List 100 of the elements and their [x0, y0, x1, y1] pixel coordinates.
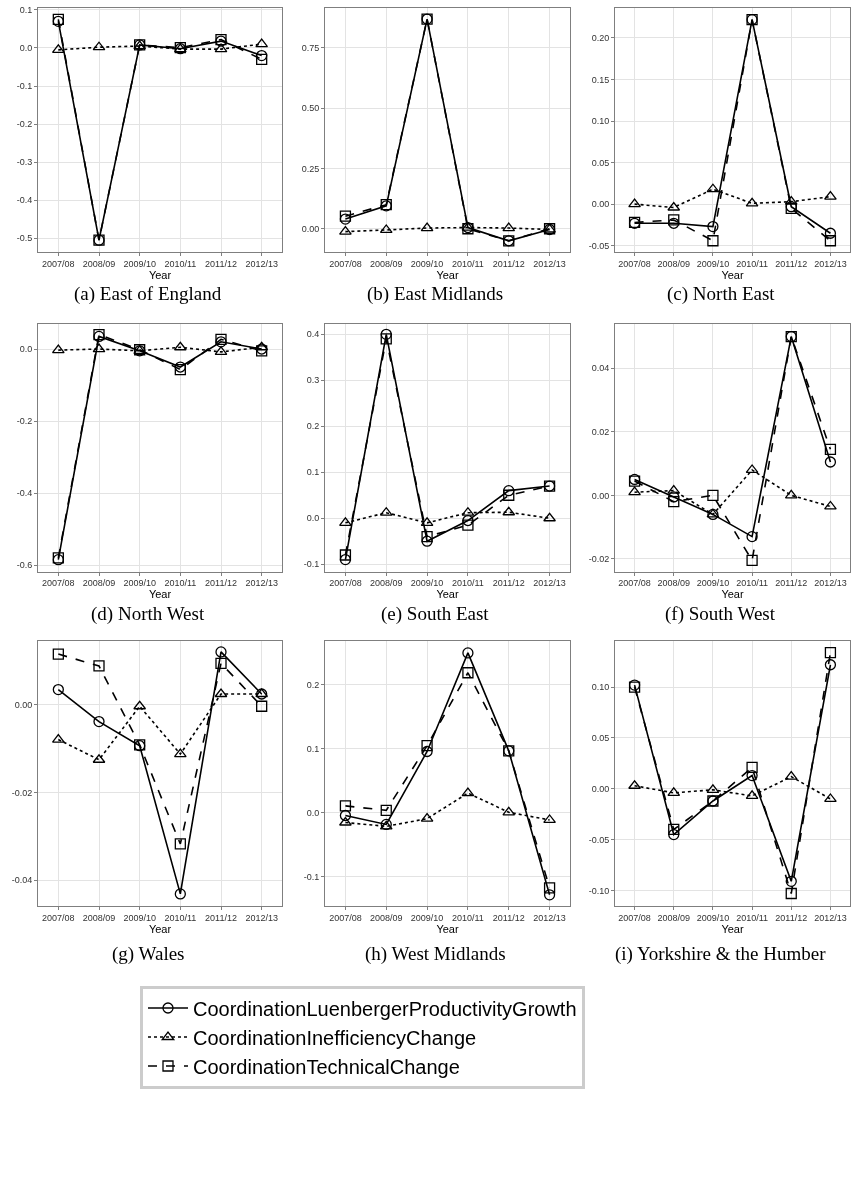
x-axis-title: Year	[721, 922, 744, 935]
x-tick-label: 2007/08	[42, 578, 75, 589]
x-tick-label: 2009/10	[696, 259, 730, 270]
x-tick-label: 2007/08	[618, 578, 651, 589]
y-tick-label: 0.00	[591, 783, 610, 794]
x-tick-label: 2009/10	[123, 912, 156, 923]
y-tick-label: 0.75	[301, 43, 320, 54]
x-tick-label: 2012/13	[533, 912, 566, 923]
y-tick-label: 0.4	[306, 329, 320, 340]
y-tick-label: 0.0	[306, 808, 320, 819]
text: (h) West Midlands	[365, 943, 506, 965]
text: (e) South East	[381, 603, 490, 625]
x-tick-label: 2008/09	[82, 259, 116, 270]
x-tick-label: 2008/09	[657, 259, 691, 270]
y-tick-label: -0.4	[16, 488, 33, 499]
y-tick-label: 0.05	[591, 157, 610, 168]
y-tick-label: 0.00	[301, 223, 320, 234]
x-tick-label: 2010/11	[451, 578, 484, 589]
y-tick-label: 0.0	[306, 513, 320, 524]
legend-label: CoordinationTechnicalChange	[193, 1055, 460, 1078]
x-axis-title: Year	[721, 269, 744, 282]
x-tick-label: 2007/08	[329, 912, 362, 923]
x-tick-label: 2007/08	[42, 259, 75, 270]
y-tick-label: -0.3	[16, 157, 33, 168]
x-axis-title: Year	[436, 269, 459, 282]
x-tick-label: 2010/11	[736, 912, 769, 923]
x-tick-label: 2011/12	[775, 259, 808, 270]
x-tick-label: 2012/13	[245, 578, 278, 589]
y-tick-label: -0.02	[588, 554, 610, 565]
x-tick-label: 2008/09	[657, 912, 691, 923]
x-tick-label: 2008/09	[657, 578, 691, 589]
y-tick-label: -0.2	[16, 416, 33, 427]
x-tick-label: 2007/08	[42, 912, 75, 923]
text: (d) North West	[91, 603, 205, 625]
x-tick-label: 2010/11	[164, 259, 197, 270]
y-tick-label: 0.10	[591, 682, 610, 693]
y-tick-label: -0.2	[16, 119, 33, 130]
x-tick-label: 2009/10	[410, 259, 444, 270]
y-tick-label: -0.1	[16, 81, 33, 92]
x-tick-label: 2007/08	[618, 912, 651, 923]
y-tick-label: -0.5	[16, 233, 33, 244]
text: (g) Wales	[112, 943, 185, 965]
x-tick-label: 2011/12	[775, 912, 808, 923]
x-tick-label: 2011/12	[205, 912, 237, 923]
x-axis-title: Year	[148, 269, 172, 282]
x-tick-label: 2012/13	[533, 578, 566, 589]
x-tick-label: 2009/10	[696, 912, 730, 923]
x-axis-title: Year	[721, 588, 744, 601]
x-tick-label: 2007/08	[618, 259, 651, 270]
x-tick-label: 2010/11	[164, 578, 197, 589]
y-tick-label: 0.05	[591, 733, 610, 744]
x-tick-label: 2011/12	[205, 259, 237, 270]
text: (a) East of England	[74, 283, 222, 305]
text: (b) East Midlands	[367, 283, 504, 305]
y-tick-label: 0.02	[591, 426, 610, 437]
x-tick-label: 2009/10	[696, 578, 730, 589]
y-tick-label: 0.1	[306, 467, 320, 478]
y-tick-label: 0.00	[591, 199, 610, 210]
x-tick-label: 2012/13	[814, 578, 847, 589]
x-tick-label: 2009/10	[123, 578, 156, 589]
y-tick-label: -0.1	[303, 559, 320, 570]
x-tick-label: 2012/13	[814, 259, 847, 270]
x-axis-title: Year	[436, 922, 459, 935]
y-tick-label: 0.1	[19, 5, 33, 16]
x-tick-label: 2008/09	[82, 578, 116, 589]
y-tick-label: 0.00	[591, 490, 610, 501]
x-tick-label: 2010/11	[736, 578, 769, 589]
y-tick-label: 0.1	[306, 744, 320, 755]
x-tick-label: 2010/11	[164, 912, 197, 923]
y-tick-label: -0.1	[303, 872, 320, 883]
y-tick-label: 0.20	[591, 33, 610, 44]
x-tick-label: 2011/12	[492, 578, 525, 589]
y-tick-label: -0.05	[588, 834, 610, 845]
y-tick-label: 0.2	[306, 421, 320, 432]
y-tick-label: 0.50	[301, 103, 320, 114]
x-tick-label: 2012/13	[814, 912, 847, 923]
x-tick-label: 2009/10	[410, 912, 444, 923]
y-tick-label: 0.2	[306, 680, 320, 691]
x-tick-label: 2010/11	[736, 259, 769, 270]
x-tick-label: 2012/13	[245, 259, 278, 270]
text: (f) South West	[665, 603, 776, 625]
x-tick-label: 2011/12	[775, 578, 808, 589]
x-tick-label: 2012/13	[533, 259, 566, 270]
x-tick-label: 2010/11	[451, 912, 484, 923]
x-tick-label: 2010/11	[451, 259, 484, 270]
y-tick-label: -0.02	[11, 787, 33, 798]
x-tick-label: 2011/12	[492, 912, 525, 923]
legend-label: CoordinationInefficiencyChange	[193, 1026, 477, 1049]
x-tick-label: 2008/09	[369, 259, 403, 270]
y-tick-label: 0.0	[19, 344, 33, 355]
y-tick-label: 0.3	[306, 375, 320, 386]
y-tick-label: 0.10	[591, 116, 610, 127]
x-tick-label: 2011/12	[492, 259, 525, 270]
y-tick-label: -0.05	[588, 240, 610, 251]
x-tick-label: 2007/08	[329, 578, 362, 589]
x-axis-title: Year	[148, 588, 172, 601]
y-tick-label: 0.25	[301, 163, 320, 174]
x-tick-label: 2008/09	[82, 912, 116, 923]
y-tick-label: 0.0	[19, 43, 33, 54]
x-tick-label: 2008/09	[369, 578, 403, 589]
